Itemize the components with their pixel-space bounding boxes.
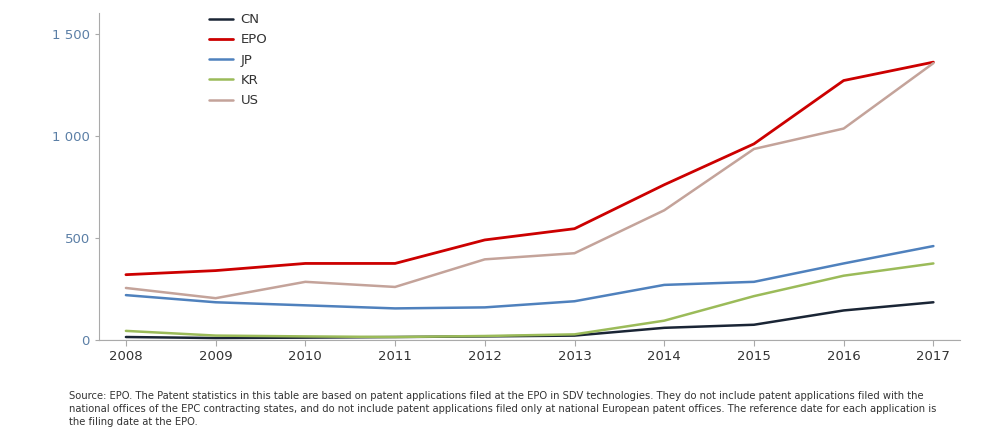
EPO <box>658 182 670 187</box>
JP <box>658 282 670 287</box>
JP <box>120 293 132 298</box>
EPO <box>838 78 849 83</box>
US <box>838 126 849 131</box>
EPO <box>210 268 222 273</box>
CN <box>748 322 760 327</box>
US <box>568 251 580 256</box>
Line: US: US <box>126 63 934 298</box>
US <box>299 279 311 284</box>
Line: JP: JP <box>126 246 934 308</box>
CN <box>658 325 670 330</box>
Line: CN: CN <box>126 302 934 338</box>
EPO <box>120 272 132 277</box>
US <box>748 146 760 152</box>
EPO <box>389 261 401 266</box>
KR <box>748 293 760 299</box>
KR <box>479 334 491 339</box>
CN <box>210 335 222 341</box>
KR <box>299 334 311 339</box>
US <box>658 208 670 213</box>
US <box>120 285 132 290</box>
JP <box>928 243 940 249</box>
Legend: CN, EPO, JP, KR, US: CN, EPO, JP, KR, US <box>209 13 267 107</box>
KR <box>120 328 132 334</box>
CN <box>838 308 849 313</box>
KR <box>658 318 670 323</box>
KR <box>210 333 222 338</box>
JP <box>299 303 311 308</box>
KR <box>928 261 940 266</box>
JP <box>479 305 491 310</box>
Text: Source: EPO. The Patent statistics in this table are based on patent application: Source: EPO. The Patent statistics in th… <box>69 391 937 427</box>
EPO <box>299 261 311 266</box>
US <box>389 284 401 290</box>
EPO <box>748 141 760 146</box>
CN <box>389 334 401 340</box>
US <box>210 296 222 301</box>
KR <box>389 334 401 340</box>
JP <box>389 306 401 311</box>
JP <box>568 299 580 304</box>
CN <box>928 300 940 305</box>
CN <box>120 334 132 340</box>
JP <box>210 300 222 305</box>
US <box>479 257 491 262</box>
JP <box>748 279 760 284</box>
KR <box>838 273 849 278</box>
JP <box>838 261 849 266</box>
EPO <box>928 60 940 65</box>
CN <box>568 333 580 338</box>
EPO <box>568 226 580 232</box>
US <box>928 61 940 66</box>
Line: EPO: EPO <box>126 62 934 275</box>
Line: KR: KR <box>126 263 934 337</box>
CN <box>479 334 491 339</box>
CN <box>299 335 311 340</box>
EPO <box>479 237 491 242</box>
KR <box>568 332 580 337</box>
